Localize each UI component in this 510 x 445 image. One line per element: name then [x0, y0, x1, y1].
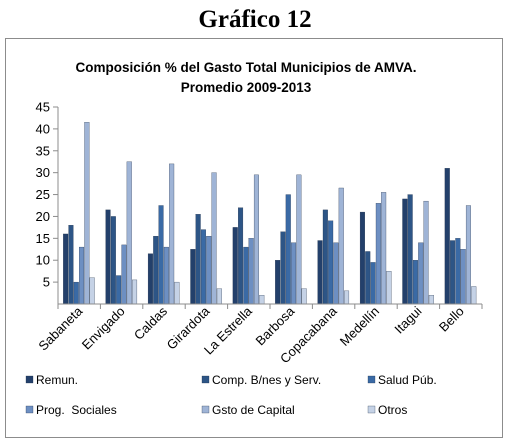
legend-swatch: [201, 405, 210, 414]
bar: [386, 271, 392, 305]
bar: [211, 172, 217, 305]
legend-label: Otros: [378, 403, 407, 417]
bar: [84, 122, 90, 305]
bar: [402, 198, 408, 305]
legend-swatch: [25, 375, 34, 384]
y-axis: 5 10 15 20 25 30 35 40 45: [36, 100, 59, 304]
bar: [216, 288, 222, 305]
bar: [412, 260, 418, 305]
bar: [206, 235, 212, 305]
bar: [365, 251, 371, 305]
y-tick-label: 45: [36, 100, 50, 115]
y-tick-label: 40: [36, 121, 50, 136]
x-category-label: Envigado: [79, 304, 128, 353]
legend-label: Prog. Sociales: [36, 403, 117, 417]
bar: [428, 295, 434, 305]
bar: [174, 281, 180, 305]
x-category-label: Caldas: [131, 303, 171, 343]
bar: [444, 168, 450, 305]
bar: [126, 161, 132, 305]
chart-subtitle: Promedio 2009-2013: [181, 80, 312, 95]
legend-swatch: [25, 405, 34, 414]
y-tick-label: 10: [36, 253, 50, 268]
bar: [275, 260, 281, 305]
bar: [370, 262, 376, 305]
bar: [455, 238, 461, 305]
bar: [344, 290, 350, 305]
bar: [296, 174, 302, 305]
bar: [465, 205, 471, 305]
y-tick-label: 5: [43, 275, 50, 290]
bar: [169, 163, 175, 305]
bar: [317, 240, 323, 305]
y-tick-label: 15: [36, 231, 50, 246]
bar: [359, 211, 365, 305]
legend-swatch: [201, 375, 210, 384]
bar: [450, 240, 456, 305]
bar: [63, 233, 69, 305]
bar: [116, 275, 122, 305]
x-category-label: Medellín: [337, 304, 382, 349]
bar: [110, 216, 116, 305]
bar: [243, 246, 249, 305]
x-category-label: Sabaneta: [35, 303, 86, 354]
legend-swatch: [367, 405, 376, 414]
bar: [248, 238, 254, 305]
chart-title: Composición % del Gasto Total Municipios…: [75, 60, 416, 75]
bar: [68, 225, 74, 305]
figure-heading: Gráfico 12: [198, 6, 312, 33]
bar: [200, 229, 206, 305]
bar: [375, 203, 381, 305]
chart-canvas: Composición % del Gasto Total Municipios…: [25, 60, 483, 417]
legend-label: Remun.: [36, 373, 78, 387]
y-tick-label: 30: [36, 165, 50, 180]
bar: [301, 288, 307, 305]
bar: [79, 246, 85, 305]
bar: [190, 249, 196, 305]
bar: [418, 242, 424, 305]
bar: [285, 194, 291, 305]
legend-label: Salud Púb.: [378, 373, 437, 387]
bar: [253, 174, 259, 305]
bar: [423, 200, 429, 305]
bar: [132, 279, 138, 305]
bar: [195, 214, 201, 305]
bar: [147, 253, 153, 305]
bar: [381, 192, 387, 305]
bars: [63, 122, 477, 305]
bar: [407, 194, 413, 305]
bar: [105, 209, 111, 305]
bar: [153, 235, 159, 305]
bar: [73, 281, 79, 305]
x-category-label: Itagui: [391, 303, 424, 336]
bar: [471, 286, 477, 305]
bar: [121, 244, 127, 305]
y-tick-label: 35: [36, 143, 50, 158]
bar: [322, 209, 328, 305]
legend-swatch: [367, 375, 376, 384]
bar: [460, 249, 466, 305]
bar: [333, 242, 339, 305]
y-tick-label: 25: [36, 187, 50, 202]
bar: [280, 231, 286, 305]
bar: [238, 207, 244, 305]
y-tick-label: 20: [36, 209, 50, 224]
legend-label: Gsto de Capital: [212, 403, 295, 417]
chart-frame: Composición % del Gasto Total Municipios…: [5, 38, 503, 438]
bar: [158, 205, 164, 305]
bar: [163, 246, 169, 305]
x-category-label: Bello: [436, 304, 467, 335]
bar: [328, 220, 334, 305]
legend-label: Comp. B/nes y Serv.: [212, 373, 321, 387]
bar: [259, 295, 265, 305]
bar: [338, 187, 344, 305]
bar: [89, 277, 95, 305]
legend: Remun. Comp. B/nes y Serv. Salud Púb. Prog.…: [25, 373, 437, 417]
bar: [291, 242, 297, 305]
bar: [232, 227, 238, 305]
